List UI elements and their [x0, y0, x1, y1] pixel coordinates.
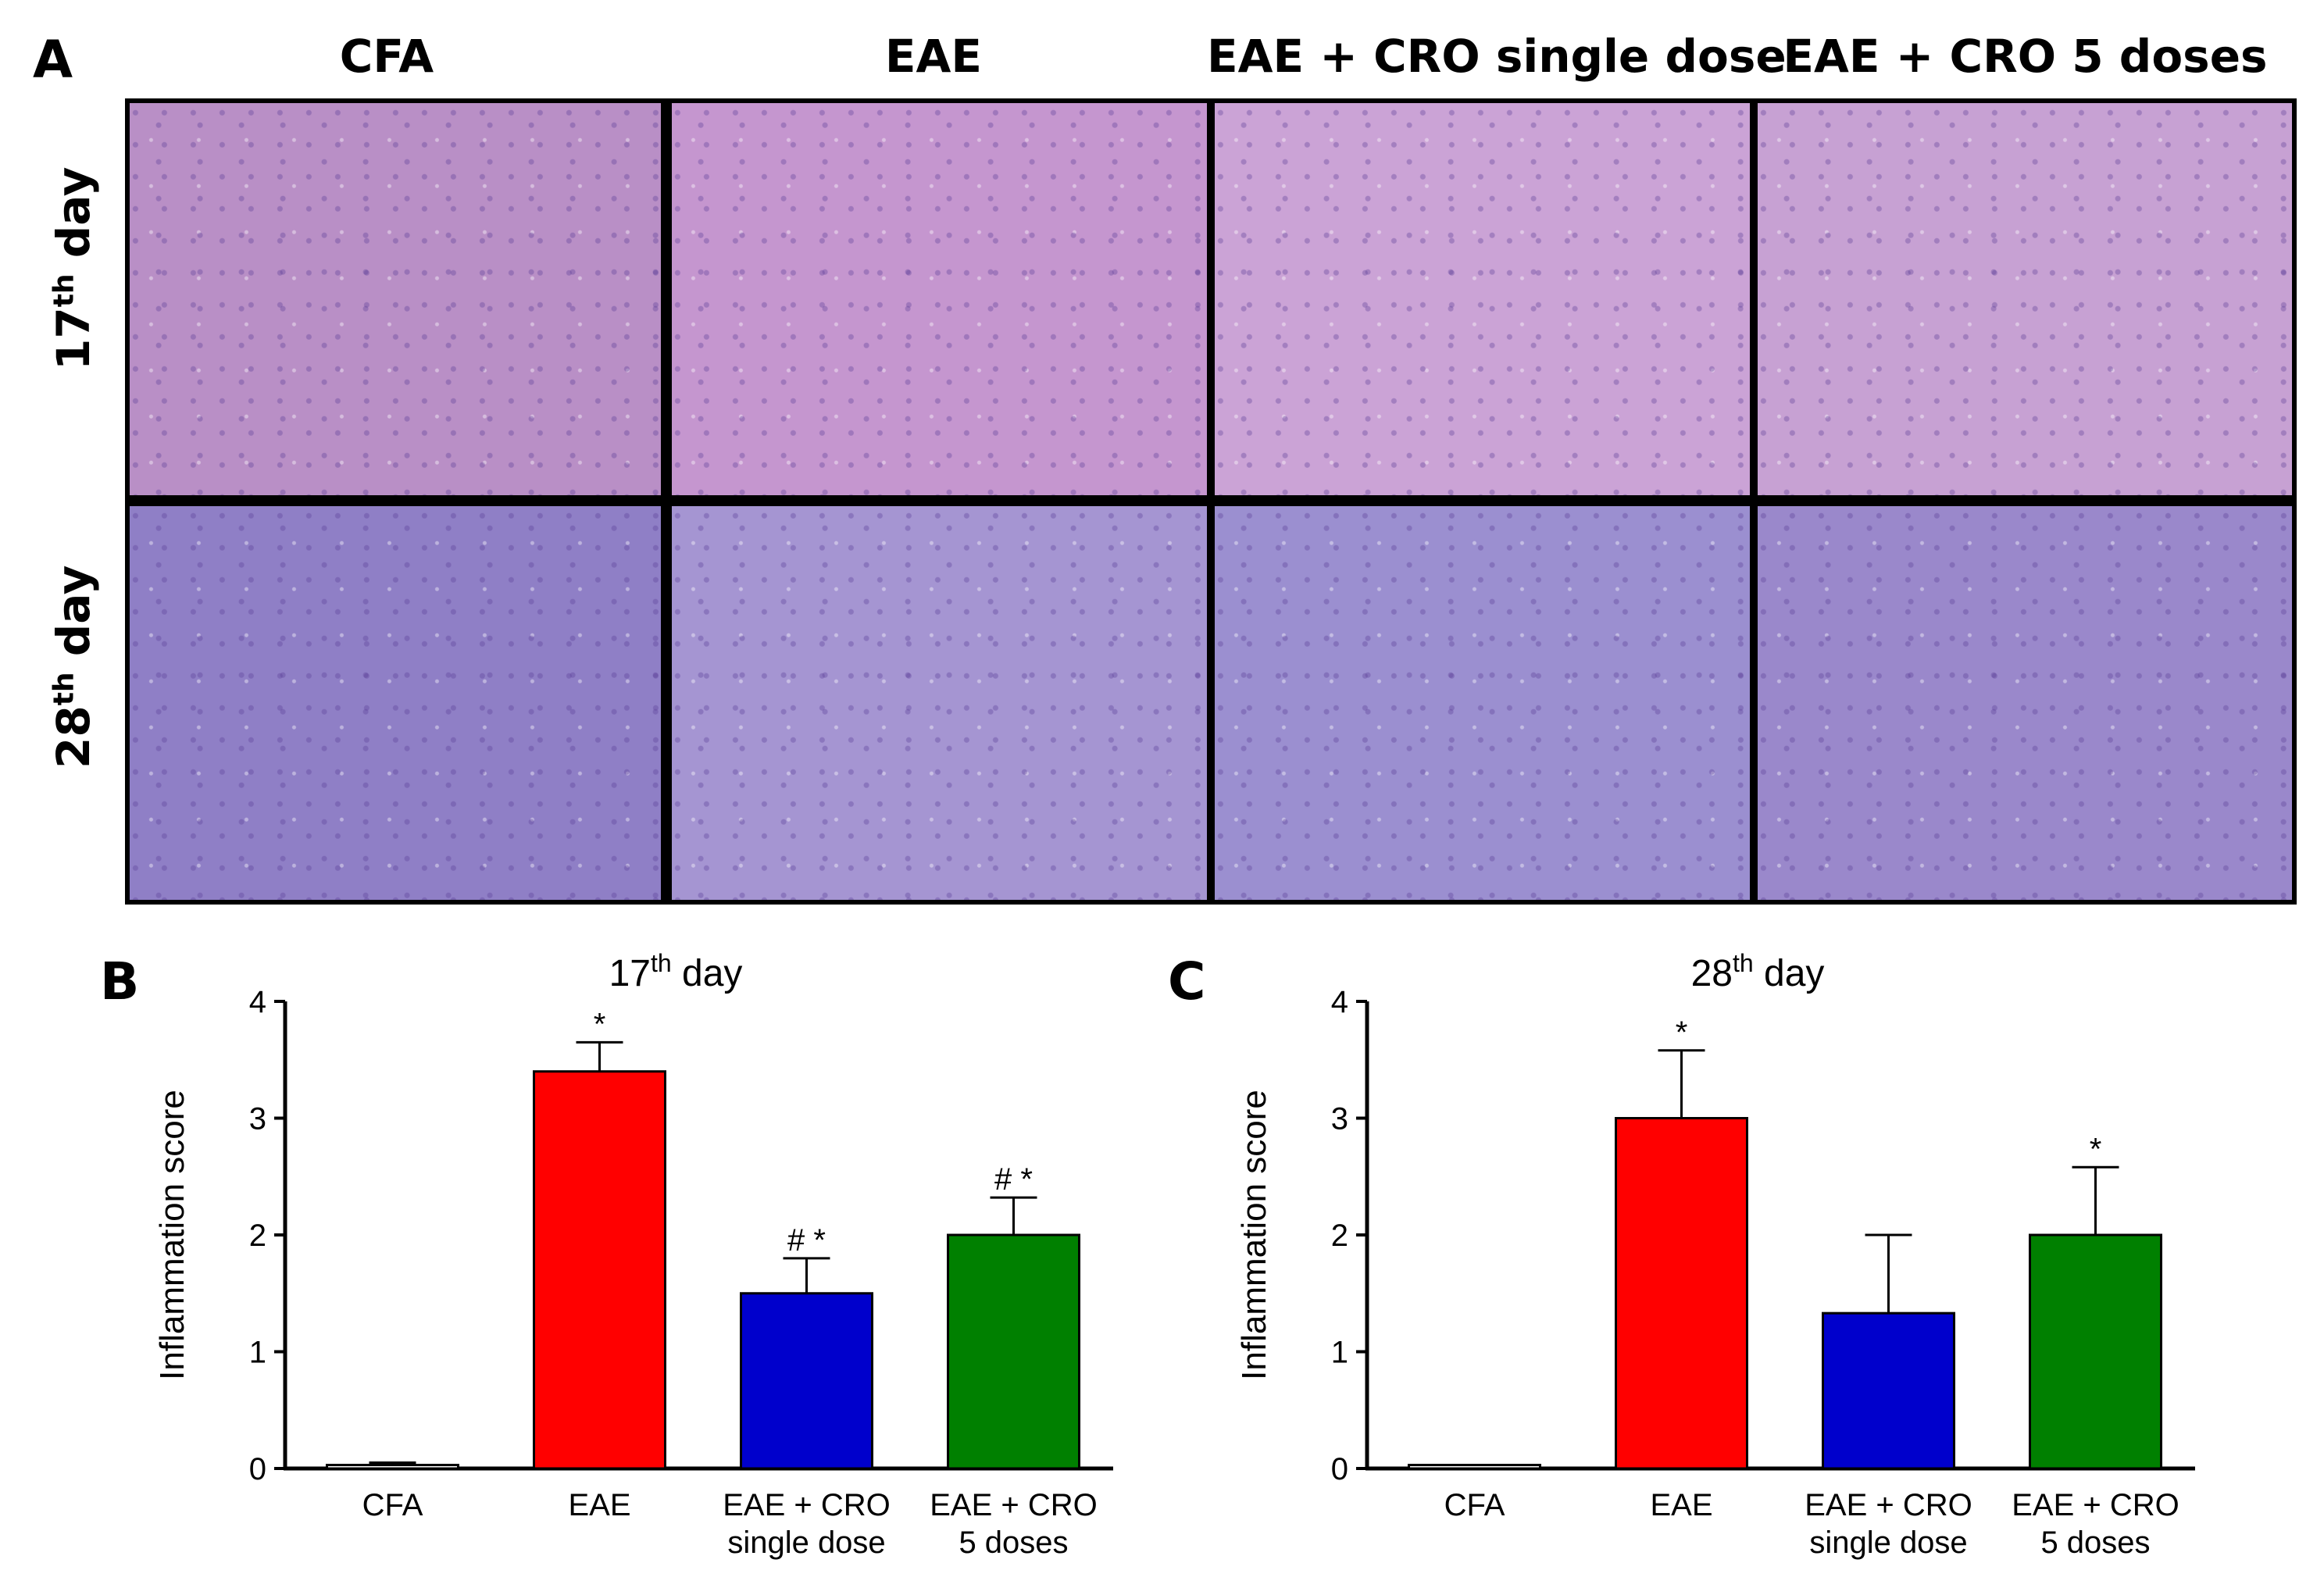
chart-c-bar-1	[1615, 1117, 1748, 1470]
panel-a-letter: A	[33, 30, 73, 90]
chart-c-x-label-0-0: CFA	[1444, 1488, 1505, 1522]
micrograph-cro-5doses-17th	[1758, 103, 2292, 495]
chart-b-bar-3	[947, 1233, 1080, 1470]
chart-b-x-label-1-0: EAE	[568, 1488, 630, 1522]
chart-c-y-axis-label: Inflammation score	[1235, 1090, 1273, 1380]
chart-b-x-label-3-0: EAE + CRO	[930, 1488, 1098, 1522]
chart-c-bar-3	[2029, 1233, 2162, 1470]
micrograph-cfa-28th	[130, 506, 661, 900]
chart-b-y-tick-label-4: 4	[249, 985, 266, 1019]
row-label-17-suffix: day	[47, 166, 100, 274]
chart-b-chart-title: 17th day	[609, 949, 743, 994]
row-label-17-sup: th	[48, 273, 80, 308]
micrograph-eae-17th	[672, 103, 1207, 495]
chart-b-significance-1: *	[594, 1007, 606, 1041]
chart-c-x-label-2-0: EAE + CRO	[1805, 1488, 1972, 1522]
chart-c-significance-3: *	[2090, 1132, 2102, 1166]
panel-b-letter: B	[100, 951, 140, 1012]
chart-c-y-tick-label-3: 3	[1331, 1102, 1348, 1137]
chart-c-y-tick-label-1: 1	[1331, 1336, 1348, 1370]
chart-c-bar-2	[1822, 1311, 1955, 1470]
row-label-28-number: 28	[47, 705, 100, 769]
column-header-eae: EAE	[884, 30, 983, 83]
row-label-28-suffix: day	[47, 565, 100, 673]
micrograph-cfa-17th	[130, 103, 661, 495]
micrograph-cro-5doses-28th	[1758, 506, 2292, 900]
micrograph-eae-28th	[672, 506, 1207, 900]
chart-c-y-tick-label-0: 0	[1331, 1452, 1348, 1486]
chart-b-x-label-0-0: CFA	[362, 1488, 423, 1522]
chart-c-y-tick-label-2: 2	[1331, 1219, 1348, 1253]
chart-panel-b: 17th day Inflammation score 0 1 2 3 4 CFA * EAE # …	[153, 949, 1113, 1560]
chart-c-x-label-3-1: 5 doses	[2040, 1526, 2150, 1560]
chart-b-significance-3: # *	[994, 1162, 1033, 1197]
row-label-28-sup: th	[48, 672, 80, 706]
column-header-cro-5doses: EAE + CRO 5 doses	[1783, 30, 2268, 83]
row-label-17th-day: 17th day	[47, 167, 100, 370]
micrograph-grid	[125, 98, 2297, 905]
chart-b-y-tick-label-3: 3	[249, 1102, 266, 1137]
micrograph-cro-single-28th	[1215, 506, 1750, 900]
row-label-17-number: 17	[47, 307, 100, 370]
chart-b-y-tick-label-1: 1	[249, 1336, 266, 1370]
chart-c-x-label-2-1: single dose	[1809, 1526, 1967, 1560]
chart-b-x-label-2-0: EAE + CRO	[723, 1488, 891, 1522]
chart-c-significance-1: *	[1676, 1015, 1688, 1050]
row-label-28th-day: 28th day	[47, 566, 100, 769]
column-header-cro-single: EAE + CRO single dose	[1207, 30, 1787, 83]
chart-b-y-axis-label: Inflammation score	[153, 1090, 191, 1380]
chart-panel-c: 28th day Inflammation score 0 1 2 3 4 CFA * EAE EA…	[1235, 949, 2195, 1560]
column-header-cfa: CFA	[339, 30, 434, 83]
chart-b-bar-2	[740, 1292, 873, 1470]
chart-c-x-label-1-0: EAE	[1650, 1488, 1712, 1522]
chart-c-chart-title: 28th day	[1691, 949, 1825, 994]
micrograph-cro-single-17th	[1215, 103, 1750, 495]
chart-b-x-label-2-1: single dose	[727, 1526, 885, 1560]
chart-c-x-label-3-0: EAE + CRO	[2012, 1488, 2179, 1522]
chart-b-y-tick-label-2: 2	[249, 1219, 266, 1253]
chart-b-x-label-3-1: 5 doses	[959, 1526, 1068, 1560]
chart-b-bar-1	[533, 1070, 666, 1470]
chart-c-bar-0	[1408, 1464, 1541, 1470]
panel-c-letter: C	[1168, 951, 1206, 1012]
chart-c-y-tick-label-4: 4	[1331, 985, 1348, 1019]
chart-b-y-tick-label-0: 0	[249, 1452, 266, 1486]
chart-b-significance-2: # *	[787, 1223, 826, 1258]
chart-b-bar-0	[326, 1464, 459, 1470]
